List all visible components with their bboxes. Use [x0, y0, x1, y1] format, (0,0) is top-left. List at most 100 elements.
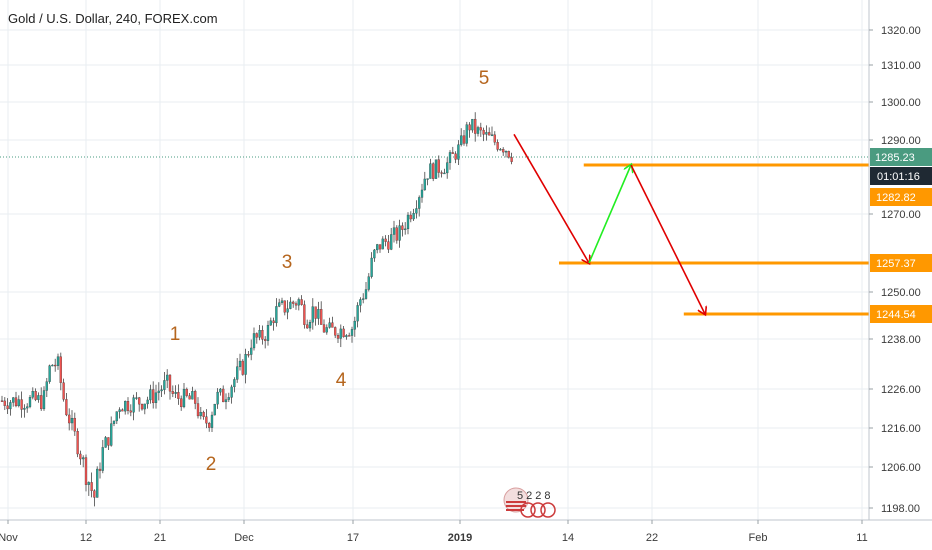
candle-body: [258, 329, 261, 338]
candle-body: [378, 244, 382, 250]
wave-label: 3: [282, 252, 293, 273]
candle-body: [28, 397, 32, 407]
candle-body: [157, 390, 160, 393]
logo-text: 5228: [517, 490, 553, 502]
candle-body: [336, 335, 340, 339]
candle-body: [171, 391, 174, 394]
candle-body: [289, 301, 292, 309]
x-tick-label: 21: [154, 532, 166, 544]
candle-body: [266, 324, 270, 341]
candle-body: [70, 417, 74, 424]
candle-body: [269, 320, 272, 326]
candle-body: [412, 213, 415, 220]
candle-body: [499, 149, 502, 151]
candle-body: [56, 356, 60, 366]
candle-body: [415, 208, 418, 214]
candle-body: [110, 423, 113, 446]
candle-body: [115, 411, 118, 422]
candle-body: [471, 118, 474, 131]
candle-body: [300, 299, 303, 305]
candle-body: [174, 392, 177, 394]
wave-label: 4: [336, 370, 347, 391]
candle-body: [482, 129, 485, 135]
candle-body: [423, 178, 426, 191]
candle-body: [98, 468, 102, 471]
candle-body: [194, 391, 197, 404]
candle-body: [104, 437, 107, 448]
candle-body: [219, 388, 222, 393]
candle-body: [367, 276, 370, 290]
candle-body: [468, 124, 471, 131]
candle-body: [356, 305, 359, 322]
candle-body: [84, 457, 88, 485]
candle-body: [87, 482, 90, 485]
y-tick-label: 1250.00: [881, 287, 921, 299]
candle-body: [54, 364, 57, 367]
candle-body: [210, 414, 214, 428]
x-tick-label: Nov: [0, 532, 18, 544]
candle-body: [37, 395, 40, 400]
candle-body: [45, 381, 48, 391]
candle-body: [26, 406, 29, 409]
candle-body: [59, 356, 62, 383]
candle-body: [440, 172, 443, 174]
candle-body: [398, 225, 401, 241]
logo-ring-icon: [540, 502, 556, 518]
candle-body: [432, 163, 435, 179]
candle-body: [331, 322, 334, 328]
candle-body: [426, 178, 429, 180]
grid: [0, 0, 869, 520]
candle-body: [154, 392, 158, 404]
x-tick-label: 14: [562, 532, 574, 544]
candle-body: [493, 134, 496, 143]
y-tick-label: 1270.00: [881, 209, 921, 221]
level-price-label: 1244.54: [876, 309, 916, 321]
candle-body: [401, 225, 404, 230]
candle-body: [216, 391, 219, 405]
candle-body: [328, 322, 331, 328]
projection-arrow-down: [630, 164, 705, 314]
last-price-label: 1285.23: [875, 152, 915, 164]
candle-body: [17, 399, 20, 407]
candle-body: [465, 124, 468, 144]
candle-body: [339, 328, 342, 339]
candle-body: [306, 324, 309, 329]
candle-body: [42, 390, 46, 410]
candle-body: [448, 152, 452, 163]
candle-body: [485, 132, 488, 135]
candle-body: [325, 327, 328, 333]
candle-body: [140, 403, 144, 410]
time-axis[interactable]: Nov 12 21 Dec 17 2019 14 22 Feb 11: [0, 520, 868, 544]
y-tick-label: 1300.00: [881, 97, 921, 109]
watermark-logo: 5228: [503, 487, 556, 518]
candle-body: [168, 374, 172, 392]
candle-body: [93, 490, 96, 498]
candle-body: [381, 238, 384, 250]
candle-body: [152, 389, 155, 404]
candle-body: [429, 163, 432, 179]
candle-body: [96, 468, 99, 498]
level-price-label: 1282.82: [876, 192, 916, 204]
wave-labels: 1 2 3 4 5: [170, 68, 490, 475]
candle-body: [65, 399, 68, 416]
candle-body: [510, 157, 513, 162]
candle-body: [320, 309, 323, 325]
candle-body: [31, 391, 34, 398]
price-axis[interactable]: 1320.00 1310.00 1300.00 1290.00 1270.00 1250.…: [869, 25, 921, 515]
candle-body: [129, 410, 132, 413]
x-tick-label: 2019: [448, 532, 472, 544]
chart-title: Gold / U.S. Dollar, 240, FOREX.com: [8, 11, 218, 26]
candle-body: [420, 189, 424, 198]
candle-body: [107, 437, 110, 446]
candle-body: [322, 324, 326, 333]
candle-body: [314, 306, 317, 319]
candle-body: [297, 299, 300, 306]
candle-body: [345, 335, 348, 338]
candle-body: [213, 403, 216, 416]
candle-body: [479, 127, 482, 131]
candle-body: [188, 395, 191, 400]
y-tick-label: 1290.00: [881, 135, 921, 147]
candle-body: [364, 289, 368, 299]
